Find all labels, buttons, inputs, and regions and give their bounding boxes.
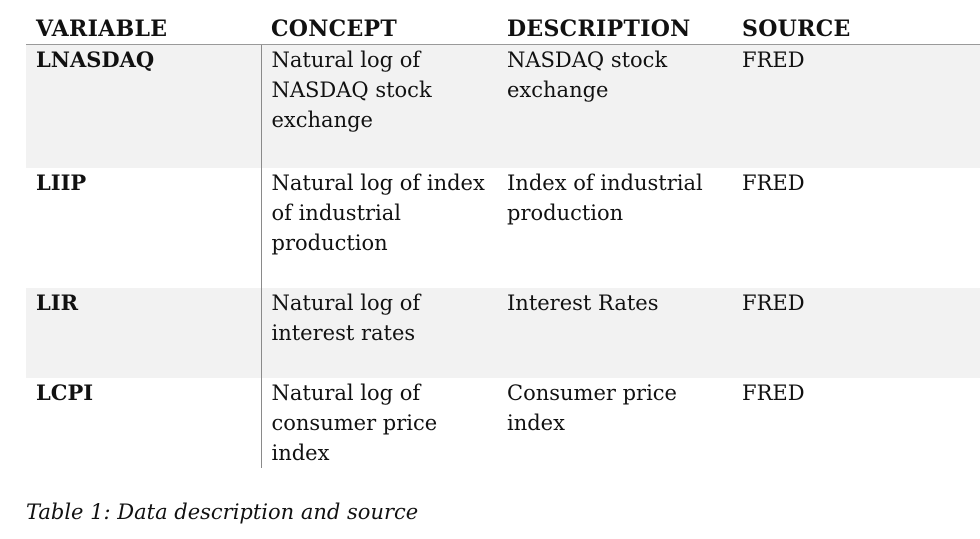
cell-source: FRED xyxy=(732,44,980,168)
cell-variable: LIIP xyxy=(26,168,262,288)
table-row: LNASDAQ Natural log of NASDAQ stock exch… xyxy=(26,44,980,168)
cell-source: FRED xyxy=(732,378,980,468)
header-source: SOURCE xyxy=(732,14,980,45)
table-row: LIR Natural log of interest rates Intere… xyxy=(26,288,980,378)
cell-variable: LIR xyxy=(26,288,262,378)
header-variable: VARIABLE xyxy=(26,14,261,45)
data-description-table: VARIABLE CONCEPT DESCRIPTION SOURCE LNAS… xyxy=(26,14,980,468)
table-row: LCPI Natural log of consumer price index… xyxy=(26,378,980,468)
cell-concept: Natural log of consumer price index xyxy=(261,378,497,468)
cell-source: FRED xyxy=(732,288,980,378)
cell-variable: LNASDAQ xyxy=(26,44,262,168)
table-header: VARIABLE CONCEPT DESCRIPTION SOURCE xyxy=(26,14,980,45)
cell-source: FRED xyxy=(732,168,980,288)
cell-description: Interest Rates xyxy=(497,288,732,378)
cell-variable: LCPI xyxy=(26,378,262,468)
table-body: LNASDAQ Natural log of NASDAQ stock exch… xyxy=(26,44,980,468)
table-row: LIIP Natural log of index of industrial … xyxy=(26,168,980,288)
cell-concept: Natural log of NASDAQ stock exchange xyxy=(261,44,497,168)
cell-description: Consumer price index xyxy=(497,378,732,468)
data-table-container: VARIABLE CONCEPT DESCRIPTION SOURCE LNAS… xyxy=(26,14,980,468)
header-concept: CONCEPT xyxy=(261,14,497,45)
header-description: DESCRIPTION xyxy=(497,14,732,45)
cell-concept: Natural log of index of industrial produ… xyxy=(261,168,497,288)
cell-description: Index of industrial production xyxy=(497,168,732,288)
table-caption: Table 1: Data description and source xyxy=(26,500,419,524)
cell-concept: Natural log of interest rates xyxy=(261,288,497,378)
header-row: VARIABLE CONCEPT DESCRIPTION SOURCE xyxy=(26,14,980,45)
cell-description: NASDAQ stock exchange xyxy=(497,44,732,168)
